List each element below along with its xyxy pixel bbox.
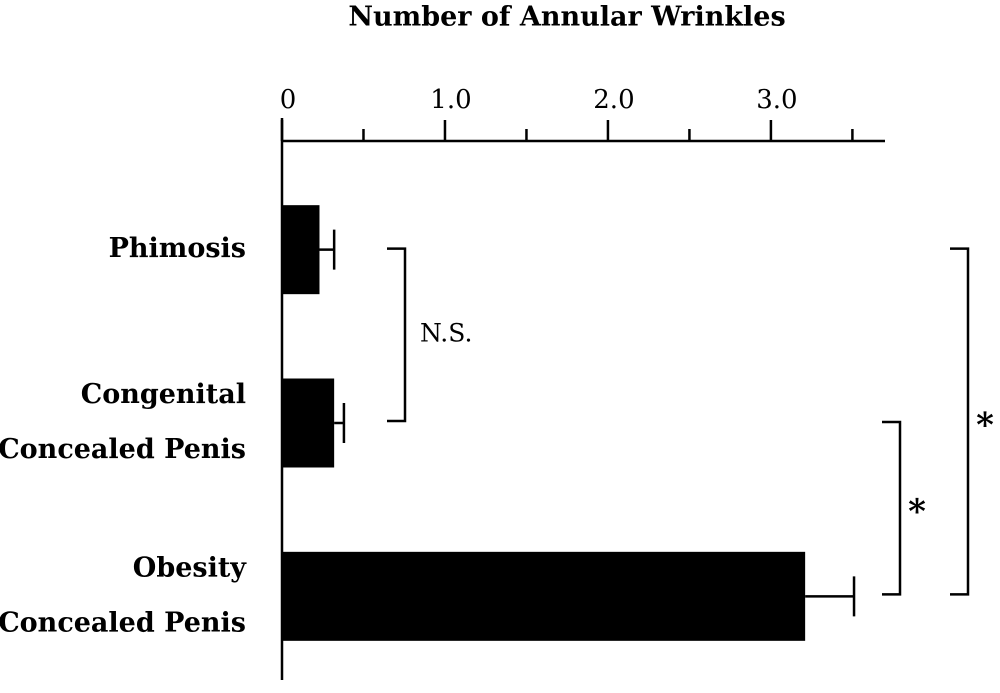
bracket xyxy=(950,247,970,596)
y-tick-label: Concealed Penis xyxy=(0,434,246,465)
error-bar xyxy=(319,229,336,270)
x-tick-label: 2.0 xyxy=(593,85,634,115)
chart-title: Number of Annular Wrinkles xyxy=(348,2,785,33)
bar xyxy=(282,205,320,295)
y-tick-label: Phimosis xyxy=(109,233,246,264)
annotation: * xyxy=(976,406,994,446)
x-tick-label: 3.0 xyxy=(756,85,797,115)
annotation: N.S. xyxy=(420,318,472,347)
y-tick-label: Concealed Penis xyxy=(0,607,246,638)
error-bar xyxy=(805,576,856,617)
error-bar xyxy=(334,403,346,443)
annotation: * xyxy=(908,492,926,532)
bar xyxy=(282,378,335,468)
x-tick-label: 1.0 xyxy=(430,85,471,115)
y-tick-label: Obesity xyxy=(133,552,248,583)
bracket xyxy=(387,247,407,423)
y-tick-label: Congenital xyxy=(81,379,246,410)
bar xyxy=(282,551,806,641)
x-tick-label: 0 xyxy=(280,85,297,115)
bracket xyxy=(882,420,902,596)
